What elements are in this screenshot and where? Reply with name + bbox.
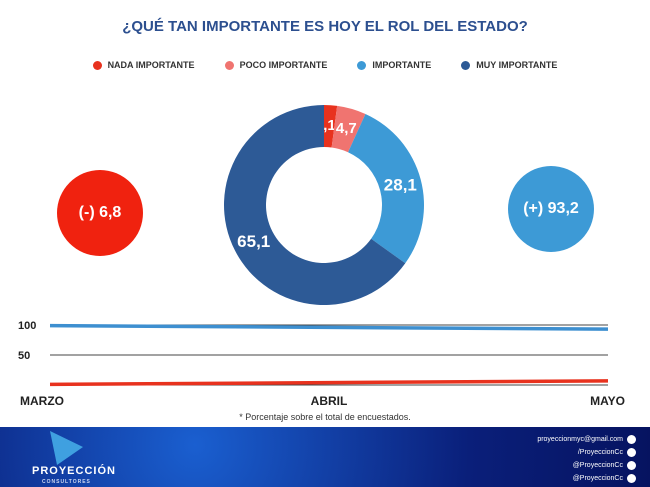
legend: NADA IMPORTANTE POCO IMPORTANTE IMPORTANTE…: [0, 60, 650, 71]
y-tick-label: 50: [18, 350, 30, 362]
instagram-icon: [627, 473, 636, 483]
slice-label: 65,1: [237, 232, 270, 251]
y-tick-label: 100: [18, 320, 36, 332]
brand-name: PROYECCIÓN: [32, 465, 116, 477]
legend-swatch: [357, 61, 367, 71]
facebook-icon: [627, 447, 636, 457]
logo-icon: [50, 431, 83, 465]
email-contact[interactable]: proyeccionmyc@gmail.com: [537, 433, 636, 446]
contacts: proyeccionmyc@gmail.com /ProyeccionCc @P…: [537, 433, 636, 485]
legend-label: NADA IMPORTANTE: [107, 60, 195, 70]
legend-swatch: [224, 61, 234, 71]
slice-label: 4,7: [336, 120, 357, 137]
donut-slice: [348, 113, 424, 264]
chart-title: ¿QUÉ TAN IMPORTANTE ES HOY EL ROL DEL ES…: [122, 18, 528, 35]
series-line-no-importante: [49, 379, 609, 387]
legend-item: MUY IMPORTANTE: [461, 60, 558, 71]
donut-slice: [331, 105, 366, 153]
legend-label: POCO IMPORTANTE: [239, 60, 328, 70]
legend-item: IMPORTANTE: [357, 60, 432, 71]
footnote: * Porcentaje sobre el total de encuestad…: [239, 412, 411, 422]
donut-slice: [223, 105, 406, 305]
legend-item: POCO IMPORTANTE: [224, 60, 328, 71]
legend-label: IMPORTANTE: [372, 60, 432, 70]
brand-subtitle: CONSULTORES: [42, 479, 91, 485]
legend-swatch: [92, 61, 102, 71]
x-tick-label: MAYO: [590, 394, 625, 408]
instagram-contact[interactable]: @ProyeccionCc: [537, 472, 636, 485]
slice-label: 28,1: [384, 176, 417, 195]
email-icon: [627, 434, 636, 444]
footer-banner: PROYECCIÓN CONSULTORES proyeccionmyc@gma…: [0, 427, 650, 487]
twitter-icon: [627, 460, 636, 470]
legend-swatch: [461, 61, 471, 71]
legend-item: NADA IMPORTANTE: [92, 60, 195, 71]
decrease-bubble: (-) 6,8: [57, 170, 143, 256]
increase-bubble: (+) 93,2: [508, 166, 594, 252]
donut-slice: [324, 105, 338, 148]
facebook-contact[interactable]: /ProyeccionCc: [537, 446, 636, 459]
legend-label: MUY IMPORTANTE: [476, 60, 558, 70]
x-tick-label: MARZO: [20, 394, 64, 408]
twitter-contact[interactable]: @ProyeccionCc: [537, 459, 636, 472]
series-line-importante: [49, 323, 609, 331]
x-tick-label: ABRIL: [311, 394, 348, 408]
